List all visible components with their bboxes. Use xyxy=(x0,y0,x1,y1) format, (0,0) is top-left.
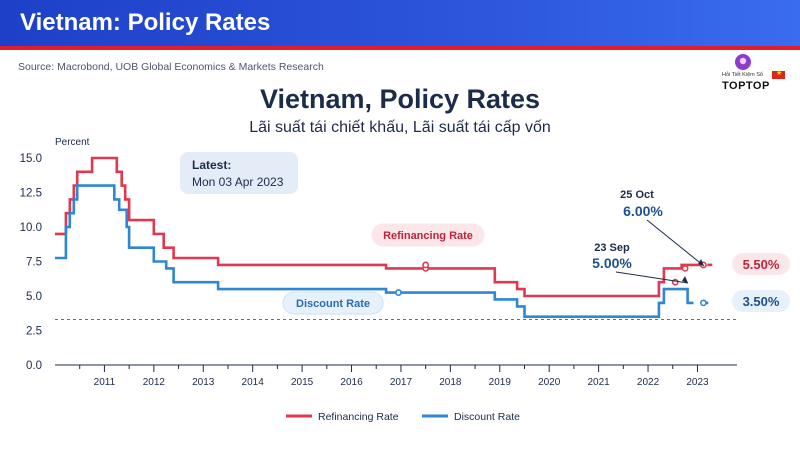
refinancing-end-label: 5.50% xyxy=(743,257,780,272)
banner-stripe xyxy=(0,46,800,50)
vietnam-flag-icon: ★ xyxy=(772,70,785,79)
toptop-logo-icon xyxy=(735,54,751,70)
legend-label-refinancing: Refinancing Rate xyxy=(318,411,399,423)
x-tick-label: 2021 xyxy=(587,377,610,388)
ann-sep-date: 23 Sep xyxy=(594,242,630,254)
x-tick-label: 2019 xyxy=(489,377,512,388)
discount-inline-label: Discount Rate xyxy=(296,298,370,310)
x-tick-label: 2013 xyxy=(192,377,215,388)
ann-oct-date: 25 Oct xyxy=(620,189,654,201)
x-axis: 2011 2012 2013 2014 2015 2016 2017 2018 2019 2020… xyxy=(55,364,737,388)
y-tick-label: 0.0 xyxy=(26,360,42,372)
y-tick-label: 12.5 xyxy=(20,188,42,200)
y-axis: 0.0 2.5 5.0 7.5 10.0 12.5 15.0 xyxy=(20,153,42,372)
discount-end-label: 3.50% xyxy=(743,294,780,309)
series-line-discount xyxy=(55,184,694,318)
y-tick-label: 5.0 xyxy=(26,291,42,303)
ann-oct-leader-line xyxy=(646,219,705,267)
logo-tagline: Hỏi Tiết Kiệm Sổ xyxy=(722,72,763,78)
y-tick-label: 10.0 xyxy=(20,222,42,234)
legend: Refinancing Rate Discount Rate xyxy=(286,411,520,423)
ann-oct-value: 6.00% xyxy=(623,203,663,219)
y-tick-label: 2.5 xyxy=(26,326,42,338)
refinancing-inline-label: Refinancing Rate xyxy=(383,230,473,242)
refinancing-end-label-bg xyxy=(732,253,790,275)
ann-sep-leader-line xyxy=(615,271,689,284)
ann-sep-value: 5.00% xyxy=(592,255,632,271)
x-tick-label: 2014 xyxy=(242,377,265,388)
chart-title: Vietnam, Policy Rates xyxy=(260,84,540,114)
x-tick-label: 2015 xyxy=(291,377,314,388)
latest-date: Mon 03 Apr 2023 xyxy=(192,175,284,189)
legend-label-discount: Discount Rate xyxy=(454,411,520,423)
latest-info-box: Latest: Mon 03 Apr 2023 xyxy=(180,152,298,194)
latest-label: Latest: xyxy=(192,158,232,172)
end-labels: 5.50% 3.50% xyxy=(732,253,790,312)
data-point-marker xyxy=(699,299,707,307)
x-tick-label: 2011 xyxy=(94,377,116,388)
x-tick-label: 2016 xyxy=(340,377,363,388)
x-tick-label: 2022 xyxy=(637,377,660,388)
x-tick-label: 2012 xyxy=(143,377,166,388)
data-point-marker xyxy=(422,261,430,269)
header-banner: Vietnam: Policy Rates xyxy=(0,0,800,46)
ann-sep-arrow-head xyxy=(682,276,688,283)
data-point-marker xyxy=(395,289,402,296)
y-tick-label: 7.5 xyxy=(26,257,42,269)
inline-labels: Refinancing Rate Discount Rate xyxy=(282,223,485,315)
source-note: Source: Macrobond, UOB Global Economics … xyxy=(18,61,324,73)
y-tick-label: 15.0 xyxy=(20,153,42,165)
discount-inline-label-bg xyxy=(282,291,384,315)
x-tick-label: 2018 xyxy=(439,377,462,388)
x-tick-label: 2023 xyxy=(686,377,709,388)
chart-subtitle: Lãi suất tái chiết khấu, Lãi suất tái cấ… xyxy=(249,119,551,136)
ann-oct-arrow-head xyxy=(698,259,704,266)
logo-name: TOPTOP xyxy=(722,80,770,92)
x-tick-label: 2020 xyxy=(538,377,561,388)
data-point-marker xyxy=(681,264,689,272)
page-title: Vietnam: Policy Rates xyxy=(20,9,271,36)
refinancing-inline-label-bg xyxy=(371,223,485,247)
x-tick-label: 2017 xyxy=(390,377,413,388)
y-axis-label: Percent xyxy=(55,137,90,148)
discount-end-label-bg xyxy=(732,290,790,312)
